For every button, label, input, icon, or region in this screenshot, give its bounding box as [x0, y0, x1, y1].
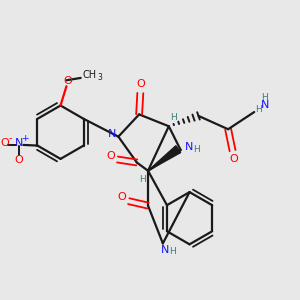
- Text: O: O: [64, 76, 72, 86]
- Text: N: N: [161, 245, 170, 255]
- Text: H: H: [261, 93, 268, 102]
- Text: -: -: [9, 133, 13, 143]
- Text: H: H: [255, 105, 262, 114]
- Text: O: O: [136, 79, 145, 89]
- Text: O: O: [118, 192, 127, 202]
- Text: N: N: [185, 142, 194, 152]
- Text: O: O: [229, 154, 238, 164]
- Text: H: H: [170, 113, 177, 122]
- Text: H: H: [194, 145, 200, 154]
- Polygon shape: [148, 146, 181, 171]
- Text: 3: 3: [98, 73, 102, 82]
- Text: H: H: [139, 175, 146, 184]
- Text: H: H: [169, 247, 176, 256]
- Text: O: O: [14, 155, 23, 165]
- Text: +: +: [21, 134, 28, 143]
- Text: N: N: [261, 100, 269, 110]
- Text: CH: CH: [82, 70, 97, 80]
- Text: O: O: [0, 139, 9, 148]
- Text: N: N: [15, 139, 23, 148]
- Text: N: N: [108, 129, 117, 139]
- Text: O: O: [106, 151, 115, 161]
